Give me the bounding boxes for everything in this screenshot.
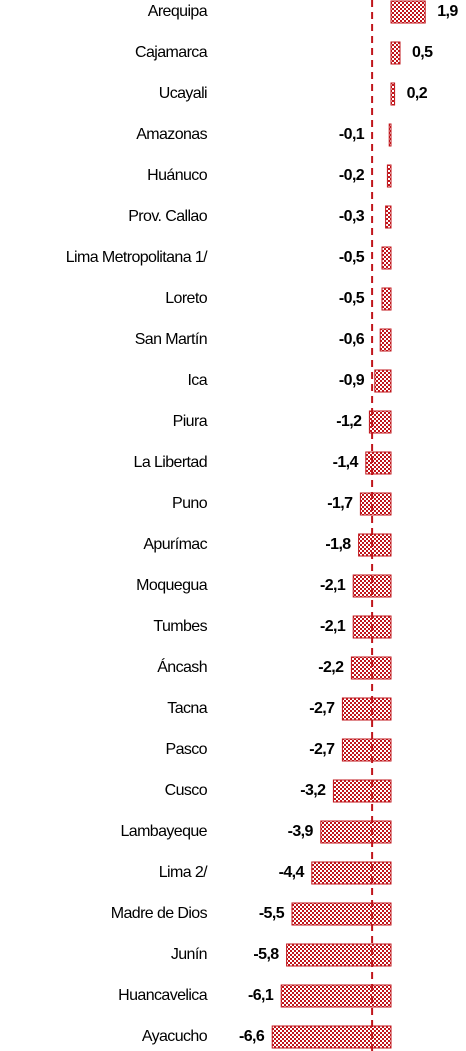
bar bbox=[280, 984, 392, 1008]
value-label: 0,2 bbox=[407, 85, 428, 102]
value-label: 0,5 bbox=[412, 44, 433, 61]
bar bbox=[311, 861, 392, 885]
value-label: -1,4 bbox=[333, 454, 359, 471]
bar bbox=[390, 0, 426, 24]
bar bbox=[385, 205, 392, 229]
bar bbox=[332, 779, 392, 803]
category-label: Cusco bbox=[165, 782, 208, 799]
category-label: Huánuco bbox=[147, 167, 208, 184]
category-label: Moquegua bbox=[136, 577, 208, 594]
category-label: Madre de Dios bbox=[111, 905, 208, 922]
bar bbox=[341, 738, 392, 762]
value-label: -0,9 bbox=[339, 372, 365, 389]
bar bbox=[271, 1025, 392, 1049]
value-label: -2,7 bbox=[309, 741, 335, 758]
category-label: Ica bbox=[187, 372, 207, 389]
value-label: -0,5 bbox=[339, 290, 365, 307]
value-label: -1,2 bbox=[336, 413, 362, 430]
category-label: Arequipa bbox=[148, 3, 208, 20]
category-label: Tumbes bbox=[153, 618, 207, 635]
value-label: -3,9 bbox=[288, 823, 314, 840]
bar bbox=[388, 123, 392, 147]
bar bbox=[352, 574, 392, 598]
value-label: -0,5 bbox=[339, 249, 365, 266]
category-label: Pasco bbox=[166, 741, 208, 758]
bar bbox=[320, 820, 392, 844]
value-label: -6,6 bbox=[239, 1028, 265, 1045]
category-label: Lima Metropolitana 1/ bbox=[66, 249, 208, 266]
category-label: Piura bbox=[173, 413, 208, 430]
value-label: -0,3 bbox=[339, 208, 365, 225]
value-label: -2,1 bbox=[320, 577, 346, 594]
value-label: -6,1 bbox=[248, 987, 274, 1004]
category-label: Loreto bbox=[165, 290, 207, 307]
value-label: -3,2 bbox=[300, 782, 326, 799]
value-label: -1,8 bbox=[325, 536, 351, 553]
bar bbox=[358, 533, 392, 557]
bar bbox=[368, 410, 392, 434]
value-label: -0,6 bbox=[339, 331, 365, 348]
value-label: -4,4 bbox=[279, 864, 305, 881]
category-label: Cajamarca bbox=[135, 44, 208, 61]
bar bbox=[359, 492, 392, 516]
value-label: -0,1 bbox=[339, 126, 365, 143]
value-label: -0,2 bbox=[339, 167, 365, 184]
category-label: Lima 2/ bbox=[159, 864, 208, 881]
category-label: Ayacucho bbox=[142, 1028, 208, 1045]
category-label: Prov. Callao bbox=[128, 208, 207, 225]
bar bbox=[381, 287, 392, 311]
category-label: Puno bbox=[172, 495, 208, 512]
bar bbox=[379, 328, 392, 352]
category-label: Tacna bbox=[167, 700, 207, 717]
category-label: San Martín bbox=[135, 331, 207, 348]
value-label: -2,1 bbox=[320, 618, 346, 635]
category-label: Lambayeque bbox=[120, 823, 207, 840]
bar bbox=[341, 697, 392, 721]
category-label: Amazonas bbox=[136, 126, 207, 143]
category-label: Apurímac bbox=[143, 536, 207, 553]
category-label: La Libertad bbox=[134, 454, 207, 471]
category-label: Junín bbox=[171, 946, 207, 963]
bar bbox=[390, 41, 401, 65]
value-label: -1,7 bbox=[327, 495, 353, 512]
bar bbox=[291, 902, 392, 926]
value-label: -5,5 bbox=[259, 905, 285, 922]
category-label: Huancavelica bbox=[118, 987, 208, 1004]
bar bbox=[386, 164, 392, 188]
value-label: -2,7 bbox=[309, 700, 335, 717]
bar bbox=[286, 943, 392, 967]
bar bbox=[390, 82, 396, 106]
bar bbox=[365, 451, 392, 475]
category-label: Áncash bbox=[157, 657, 207, 676]
value-label: -2,2 bbox=[318, 659, 344, 676]
value-label: 1,9 bbox=[437, 3, 458, 20]
category-label: Ucayali bbox=[159, 85, 207, 102]
bar bbox=[374, 369, 392, 393]
bar bbox=[381, 246, 392, 270]
value-label: -5,8 bbox=[253, 946, 279, 963]
